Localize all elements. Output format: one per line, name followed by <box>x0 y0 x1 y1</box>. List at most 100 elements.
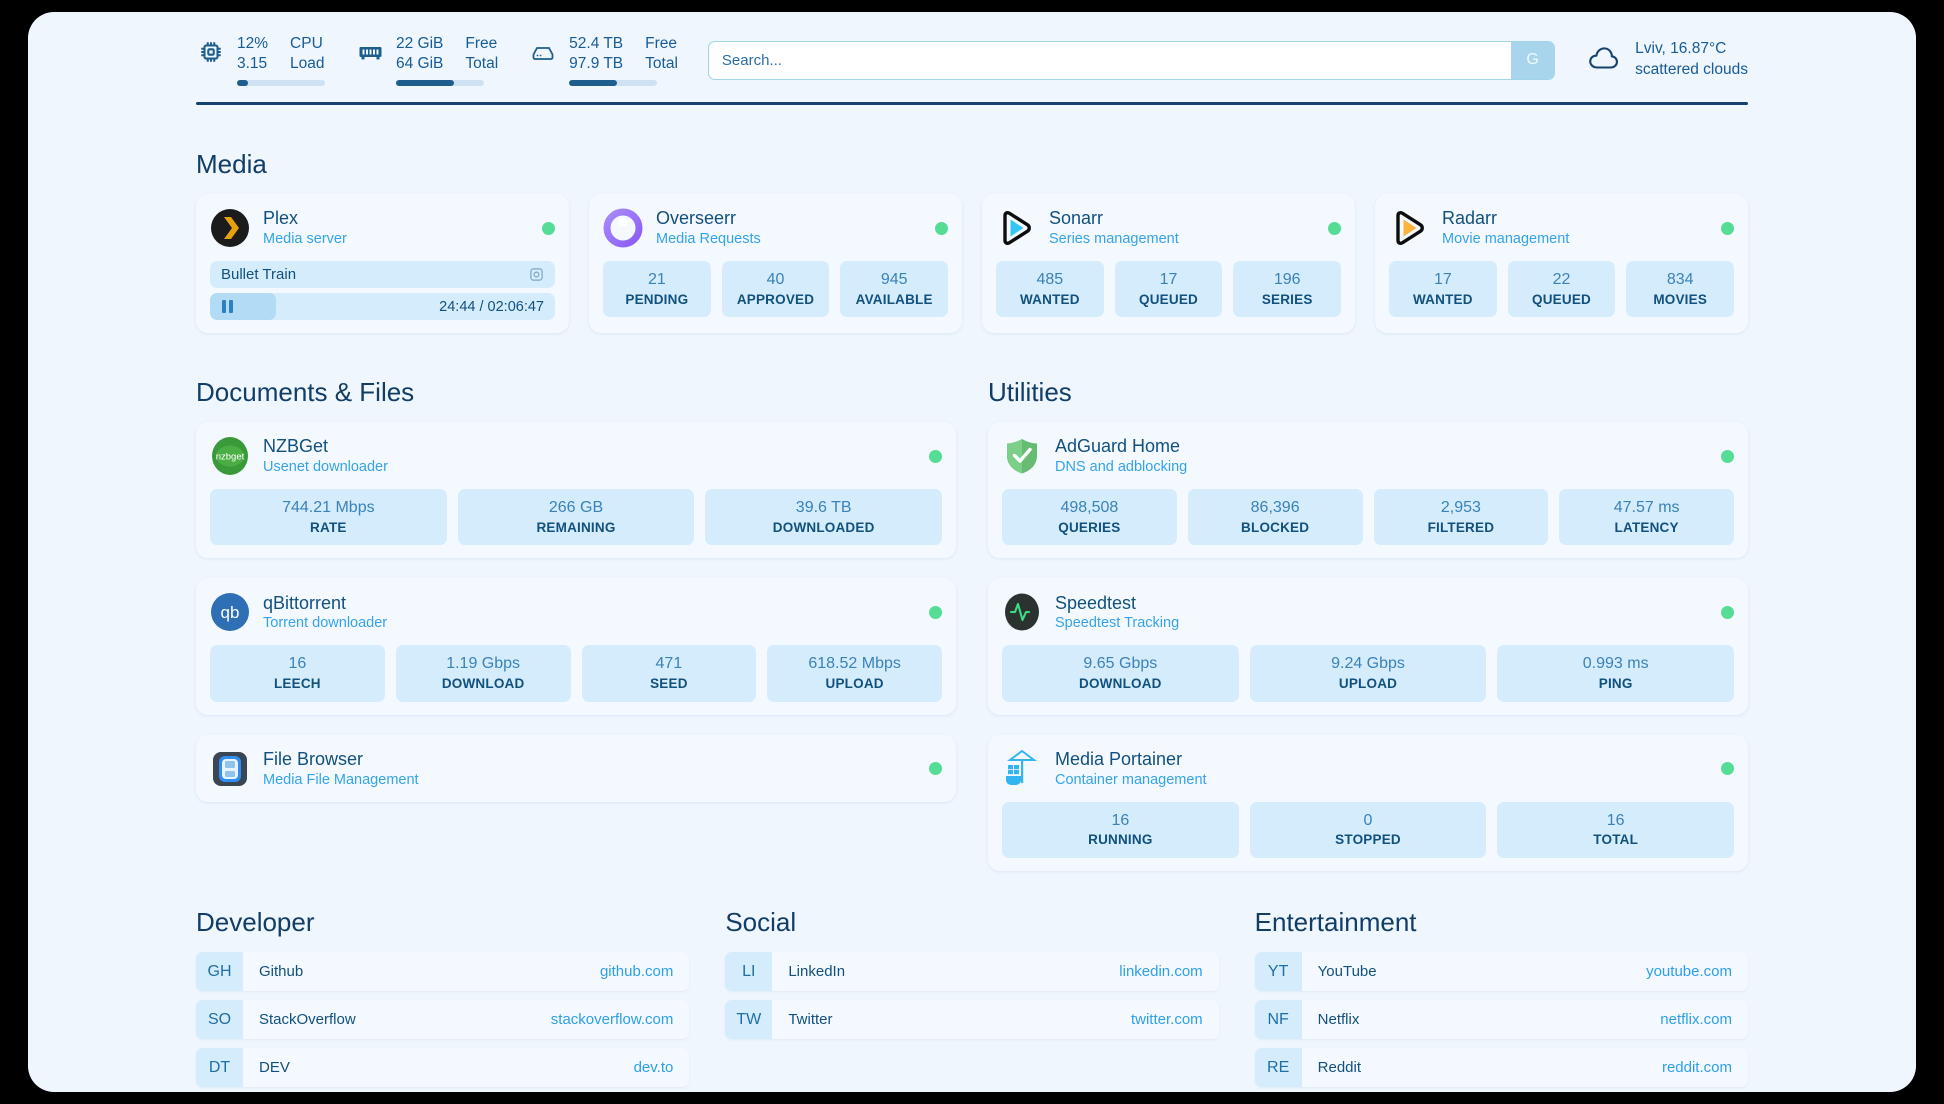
search-bar[interactable]: G <box>707 40 1556 80</box>
cpu-label-2: Load <box>290 54 325 72</box>
stat-label: QUEUED <box>1139 291 1198 307</box>
service-card-sonarr[interactable]: Sonarr Series management 485 WANTED 17 Q… <box>982 194 1355 333</box>
stat-label: DOWNLOADED <box>772 519 875 535</box>
bookmark-item[interactable]: NF Netflix netflix.com <box>1254 1000 1748 1040</box>
status-badge-online <box>1721 762 1734 776</box>
stat-value: 2,953 <box>1440 499 1481 516</box>
bookmark-url: youtube.com <box>1646 963 1732 981</box>
overseerr-icon <box>603 208 643 248</box>
file-browser-icon <box>210 749 250 789</box>
plex-now-playing: Bullet Train <box>210 261 555 288</box>
stat-label: PING <box>1598 676 1633 692</box>
bookmark-item[interactable]: TW Twitter twitter.com <box>725 1000 1219 1040</box>
stat-tile: 17 WANTED <box>1389 261 1497 318</box>
section-title-documents: Documents & Files <box>196 377 415 407</box>
radarr-icon <box>1389 208 1429 248</box>
service-description: Media File Management <box>263 771 419 788</box>
section-title-media: Media <box>196 149 267 179</box>
bookmark-group-title: Developer <box>196 907 315 938</box>
cpu-label-1: CPU <box>290 35 323 53</box>
stat-label: LATENCY <box>1614 519 1679 535</box>
search-engine-button[interactable]: G <box>1511 41 1555 79</box>
stat-value: 498,508 <box>1060 499 1119 516</box>
stat-value: 47.57 ms <box>1613 499 1680 516</box>
stat-tile: 9.65 Gbps DOWNLOAD <box>1002 645 1239 702</box>
service-name: Radarr <box>1442 208 1498 229</box>
stat-label: SEED <box>650 676 688 692</box>
hard-drive-icon <box>528 34 558 68</box>
bookmark-item[interactable]: RE Reddit reddit.com <box>1254 1048 1748 1088</box>
bookmark-abbr: LI <box>725 952 773 992</box>
bookmark-item[interactable]: LI LinkedIn linkedin.com <box>725 952 1219 992</box>
service-description: Usenet downloader <box>263 459 388 475</box>
stat-tile: 744.21 Mbps RATE <box>210 489 447 546</box>
service-card-adguard-home[interactable]: AdGuard Home DNS and adblocking 498,508 … <box>988 422 1748 559</box>
stat-tile: 16 TOTAL <box>1497 801 1735 859</box>
stat-label: DOWNLOAD <box>1079 676 1162 692</box>
service-description: DNS and adblocking <box>1055 459 1188 475</box>
service-card-speedtest[interactable]: Speedtest Speedtest Tracking 9.65 Gbps D… <box>988 578 1748 715</box>
stat-tile: 471 SEED <box>581 645 757 702</box>
stat-label: TOTAL <box>1593 832 1639 848</box>
stat-label: APPROVED <box>736 291 815 307</box>
cast-icon[interactable] <box>529 267 544 282</box>
bookmark-abbr: GH <box>196 952 243 992</box>
bookmark-url: netflix.com <box>1660 1011 1732 1029</box>
bookmark-item[interactable]: GH Github github.com <box>196 952 690 992</box>
stat-tile: 618.52 Mbps UPLOAD <box>767 645 942 702</box>
service-card-qbittorrent[interactable]: qb qBittorrent Torrent downloader <box>196 578 956 715</box>
plex-timecode: 24:44 / 02:06:47 <box>439 298 544 315</box>
memory-label-2: Total <box>465 54 499 72</box>
storage-free-value: 52.4 TB <box>569 35 624 53</box>
service-card-file-browser[interactable]: File Browser Media File Management <box>196 734 956 802</box>
bookmark-abbr: DT <box>196 1048 243 1088</box>
bookmark-name: StackOverflow <box>259 1011 356 1029</box>
search-input[interactable] <box>708 41 1512 79</box>
stat-value: 40 <box>766 271 785 288</box>
service-description: Speedtest Tracking <box>1055 615 1180 632</box>
cpu-chip-icon <box>196 34 226 68</box>
resource-storage: 52.4 TB 97.9 TB Free Total <box>528 34 678 86</box>
service-card-media-portainer[interactable]: Media Portainer Container management 16 … <box>988 734 1748 872</box>
cpu-load-value: 3.15 <box>237 54 268 72</box>
service-description: Container management <box>1055 771 1207 788</box>
service-card-overseerr[interactable]: Overseerr Media Requests 21 PENDING 40 A… <box>589 194 962 333</box>
plex-icon <box>210 208 250 248</box>
bookmark-url: stackoverflow.com <box>550 1011 674 1029</box>
stat-value: 0 <box>1363 811 1373 829</box>
stat-value: 17 <box>1159 271 1178 288</box>
bookmark-item[interactable]: DT DEV dev.to <box>196 1048 690 1088</box>
status-badge-online <box>935 221 948 235</box>
pause-icon[interactable] <box>222 300 233 313</box>
svg-text:nzbget: nzbget <box>216 452 245 463</box>
bookmark-name: YouTube <box>1317 963 1377 981</box>
service-card-radarr[interactable]: Radarr Movie management 17 WANTED 22 QUE… <box>1375 194 1748 333</box>
bookmark-item[interactable]: YT YouTube youtube.com <box>1254 952 1748 992</box>
bookmark-item[interactable]: SO StackOverflow stackoverflow.com <box>196 1000 690 1040</box>
stat-label: RATE <box>310 519 347 535</box>
stat-tile: 945 AVAILABLE <box>840 261 949 318</box>
stat-tile: 22 QUEUED <box>1507 261 1616 318</box>
service-card-plex[interactable]: Plex Media server Bullet Train <box>196 194 569 333</box>
stat-value: 9.65 Gbps <box>1083 655 1158 673</box>
bookmark-url: dev.to <box>633 1059 674 1077</box>
now-playing-title: Bullet Train <box>221 266 297 283</box>
status-badge-online <box>1721 221 1734 235</box>
bookmark-group-entertainment: Entertainment YT YouTube youtube.com NF … <box>1254 907 1748 1092</box>
cpu-usage-value: 12% <box>237 35 269 53</box>
bookmark-name: DEV <box>259 1059 290 1077</box>
qbittorrent-icon: qb <box>210 592 250 632</box>
stat-label: MOVIES <box>1653 291 1708 307</box>
plex-progress-bar[interactable]: 24:44 / 02:06:47 <box>210 293 555 320</box>
stat-value: 834 <box>1666 271 1694 288</box>
stat-value: 39.6 TB <box>795 499 852 516</box>
stat-tile: 40 APPROVED <box>721 261 830 318</box>
status-badge-online <box>1721 605 1734 619</box>
stat-tile: 21 PENDING <box>603 261 711 318</box>
stat-tile: 266 GB REMAINING <box>457 489 695 546</box>
stat-label: RUNNING <box>1088 832 1153 848</box>
bookmark-url: twitter.com <box>1130 1011 1203 1029</box>
service-card-nzbget[interactable]: nzbget NZBGet Usenet downloader 74 <box>196 422 956 559</box>
service-name: Speedtest <box>1055 592 1137 613</box>
svg-text:qb: qb <box>221 603 240 622</box>
